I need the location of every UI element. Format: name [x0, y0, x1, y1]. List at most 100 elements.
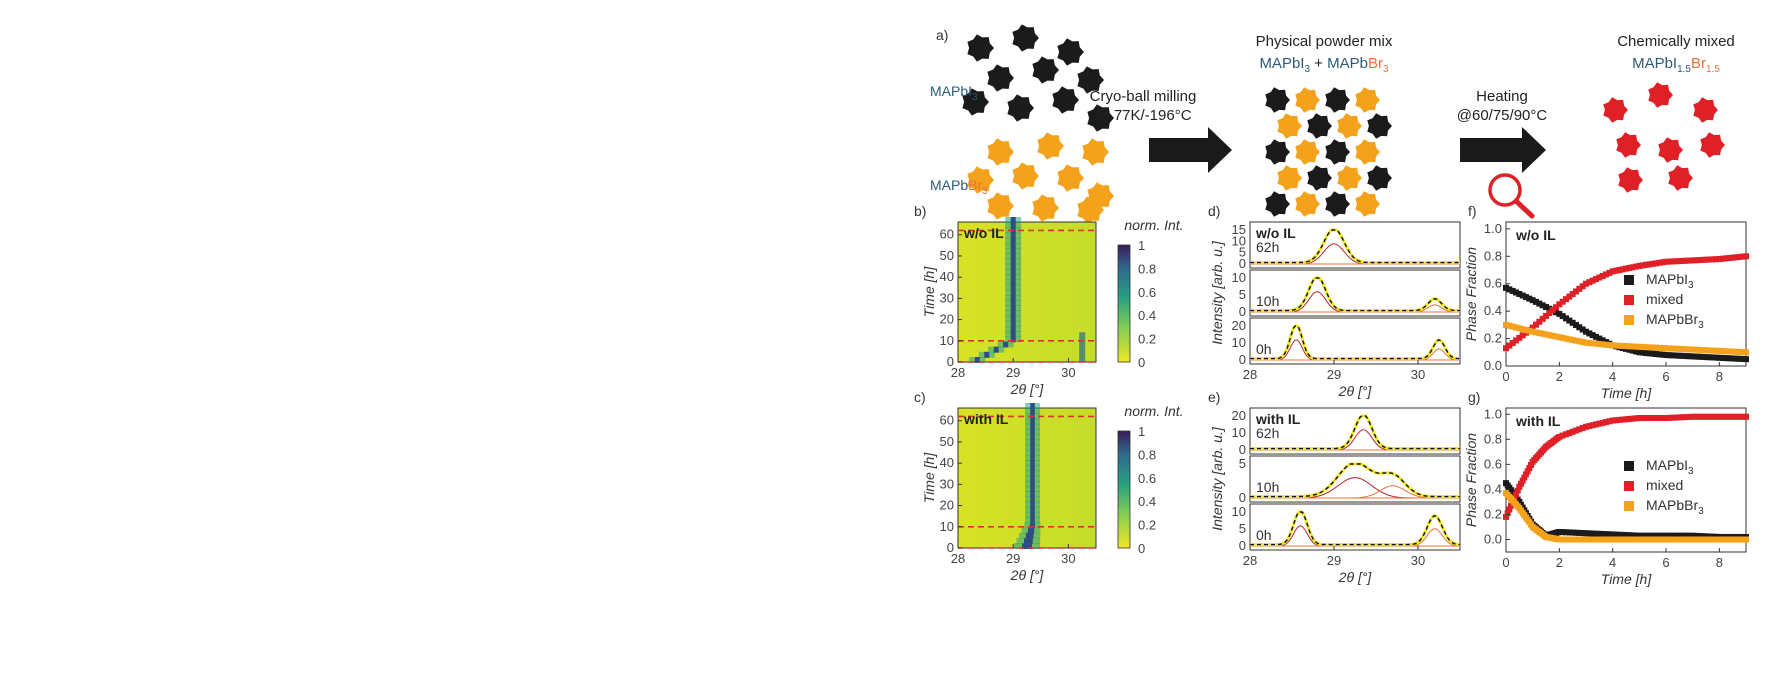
y-tick-label: 10	[1232, 270, 1246, 285]
data-point	[1603, 271, 1609, 278]
heatmap-intensity-core	[1029, 522, 1035, 529]
data-point	[1613, 342, 1619, 349]
legend-label-main: MAPbBr	[1646, 311, 1698, 327]
colorbar-tick-label: 0.8	[1138, 261, 1156, 276]
data-point	[1736, 413, 1743, 420]
heatmap-intensity-core	[1030, 454, 1035, 461]
heatmap-intensity-core	[1010, 320, 1016, 327]
legend-label-main: mixed	[1646, 477, 1683, 493]
data-point	[1686, 257, 1693, 264]
legend-label: mixed	[1646, 291, 1683, 307]
data-point	[1513, 324, 1519, 331]
data-point	[1629, 536, 1636, 543]
data-point	[1703, 354, 1709, 361]
data-point	[1639, 536, 1646, 543]
mixed-phase-particle	[1648, 82, 1673, 108]
data-point	[1713, 536, 1719, 543]
data-point	[1553, 304, 1559, 311]
data-point	[1666, 536, 1673, 543]
data-point	[1609, 342, 1616, 349]
data-point	[1506, 506, 1513, 513]
mixed-powder-particle	[1277, 113, 1302, 139]
data-point	[1559, 536, 1566, 543]
data-point	[1723, 348, 1729, 355]
x-tick-label: 29	[1006, 365, 1020, 380]
heatmap-intensity-core	[1030, 465, 1035, 472]
mixed-powder-particle	[1265, 139, 1290, 165]
data-point	[1649, 344, 1656, 351]
data-point	[1526, 327, 1533, 334]
data-point	[1596, 530, 1603, 537]
data-point	[1616, 416, 1623, 423]
data-point	[1589, 340, 1596, 347]
data-point	[1646, 532, 1653, 539]
y-axis-label: Intensity [arb. u.]	[1209, 240, 1225, 345]
data-point	[1673, 536, 1679, 543]
x-tick-label: 2	[1556, 369, 1563, 384]
mixed-powder-particle	[1265, 191, 1290, 217]
x-tick-label: 30	[1061, 365, 1075, 380]
data-point	[1633, 415, 1639, 422]
data-point	[1693, 346, 1699, 353]
mixed-powder-particle	[1337, 165, 1362, 191]
data-point	[1723, 355, 1729, 362]
y-axis-label: Time [h]	[921, 452, 937, 504]
data-point	[1579, 339, 1586, 345]
y-tick-label: 0.2	[1484, 331, 1502, 346]
data-point	[1706, 256, 1713, 263]
data-point	[1693, 257, 1699, 264]
bromide-particle	[987, 138, 1014, 166]
data-point	[1583, 339, 1589, 346]
data-point	[1606, 342, 1613, 349]
heatmap-intensity-core	[1010, 268, 1016, 275]
heatmap-label: with IL	[963, 411, 1009, 427]
data-point	[1626, 415, 1633, 422]
data-point	[1514, 487, 1521, 494]
colorbar-tick-label: 1	[1138, 238, 1145, 253]
y-tick-label: 15	[1232, 222, 1246, 237]
data-point	[1676, 258, 1683, 265]
data-point	[1733, 536, 1739, 543]
heatmap-intensity-core	[1010, 294, 1016, 301]
legend-swatch	[1624, 275, 1634, 285]
data-point	[1526, 465, 1533, 472]
panel-letter: b)	[914, 203, 926, 219]
data-point	[1519, 477, 1526, 484]
xrd-time-label: 62h	[1256, 425, 1279, 441]
colorbar-tick-label: 0	[1138, 355, 1145, 370]
y-tick-label: 10	[1232, 335, 1246, 350]
data-point	[1596, 335, 1603, 342]
data-point	[1553, 309, 1559, 316]
data-point	[1513, 289, 1519, 296]
data-point	[1609, 417, 1616, 424]
data-point	[1599, 419, 1606, 426]
mixed-powder-particle	[1265, 87, 1290, 113]
data-point	[1649, 536, 1656, 543]
legend-swatch	[1624, 295, 1634, 305]
x-tick-label: 2	[1556, 555, 1563, 570]
x-tick-label: 28	[1243, 553, 1257, 568]
data-point	[1623, 416, 1629, 423]
colorbar-tick-label: 0.8	[1138, 447, 1156, 462]
y-tick-label: 1.0	[1484, 221, 1502, 236]
y-tick-label: 50	[940, 434, 954, 449]
data-point	[1569, 428, 1576, 435]
data-point	[1726, 348, 1733, 355]
data-point	[1679, 414, 1686, 421]
arrow-icon-step1	[1149, 127, 1232, 173]
data-point	[1656, 344, 1663, 351]
mixed-powder-particle	[1277, 165, 1302, 191]
heatmap-intensity-core	[1030, 403, 1035, 409]
data-point	[1503, 284, 1509, 291]
data-point	[1539, 330, 1546, 337]
legend-label: mixed	[1646, 477, 1683, 493]
y-tick-label: 0	[1239, 442, 1246, 457]
data-point	[1673, 414, 1679, 421]
data-point	[1616, 531, 1623, 538]
data-point	[1586, 279, 1593, 286]
bromide-label: MAPbBr3	[930, 177, 988, 197]
data-point	[1533, 329, 1539, 336]
y-tick-label: 0	[1239, 352, 1246, 367]
xrd-time-label: 10h	[1256, 479, 1279, 495]
data-point	[1566, 529, 1573, 536]
